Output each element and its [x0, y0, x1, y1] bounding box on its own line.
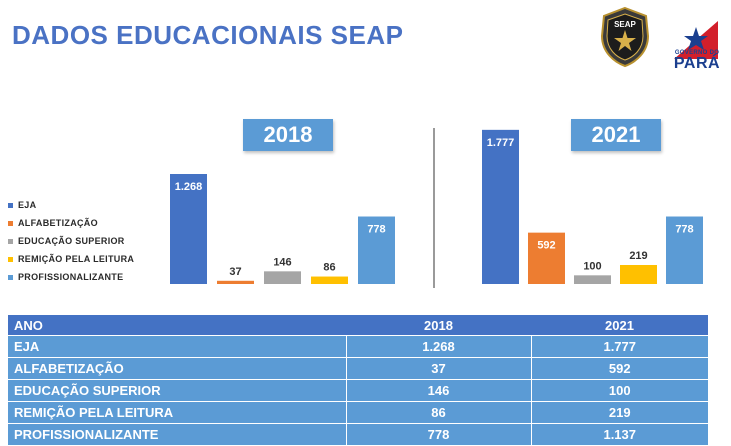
- para-logo-word: PARÁ: [673, 55, 721, 72]
- bar-value-label: 100: [583, 260, 601, 272]
- table-cell: 100: [530, 379, 708, 402]
- table-cell: 778: [345, 423, 531, 445]
- bar-2021-4: [666, 216, 703, 284]
- legend-swatch: [8, 220, 13, 226]
- bar-2021-0: [482, 129, 519, 284]
- bar-2021-1: [528, 232, 565, 284]
- legend-swatch: [8, 202, 13, 208]
- legend-swatch: [8, 238, 13, 244]
- bar-2021-3: [620, 265, 657, 284]
- bar-value-label: 1.777: [487, 137, 515, 149]
- seap-badge-logo: SEAP: [600, 6, 650, 68]
- legend-item: EJA: [8, 196, 168, 214]
- table-header-2021: 2021: [531, 315, 708, 336]
- table-cell: 1.268: [345, 335, 531, 358]
- chart-divider: [433, 128, 435, 288]
- table-row: PROFISSIONALIZANTE 778 1.137: [8, 423, 708, 445]
- legend-label: ALFABETIZAÇÃO: [18, 218, 98, 228]
- table-cell: EDUCAÇÃO SUPERIOR: [8, 379, 346, 402]
- table-row: REMIÇÃO PELA LEITURA 86 219: [8, 401, 708, 424]
- table-cell: ALFABETIZAÇÃO: [8, 357, 346, 380]
- bar-value-label: 778: [675, 224, 693, 236]
- legend-swatch: [8, 274, 13, 280]
- table-cell: REMIÇÃO PELA LEITURA: [8, 401, 346, 424]
- legend-label: EJA: [18, 200, 37, 210]
- bar-value-label: 219: [629, 250, 647, 262]
- bar-2018-4: [358, 216, 395, 284]
- table-cell: 146: [345, 379, 531, 402]
- table-header-row: ANO 2018 2021: [8, 315, 708, 336]
- bar-value-label: 37: [229, 266, 241, 278]
- bar-2018-1: [217, 280, 254, 284]
- legend-item: REMIÇÃO PELA LEITURA: [8, 250, 168, 268]
- legend-item: PROFISSIONALIZANTE: [8, 268, 168, 286]
- legend-item: ALFABETIZAÇÃO: [8, 214, 168, 232]
- para-logo-tag: GOVERNO DO: [674, 50, 720, 56]
- bar-value-label: 146: [273, 256, 291, 268]
- table-cell: 219: [530, 401, 708, 424]
- bar-value-label: 592: [537, 240, 555, 252]
- year-2018-box: 2018: [243, 119, 333, 151]
- table-cell: 86: [345, 401, 531, 424]
- bar-value-label: 86: [323, 262, 335, 274]
- bar-2018-0: [170, 174, 207, 284]
- table-header-2018: 2018: [346, 315, 531, 336]
- bar-value-label: 1.268: [175, 181, 203, 193]
- bar-charts: 1.268 37 146 86 778 1.777 592 100 219 778: [170, 129, 703, 284]
- seap-logo-text: SEAP: [614, 20, 636, 29]
- legend-swatch: [8, 256, 13, 262]
- legend-label: EDUCAÇÃO SUPERIOR: [18, 236, 125, 246]
- page-title: DADOS EDUCACIONAIS SEAP: [12, 20, 404, 50]
- table-cell: EJA: [8, 335, 346, 358]
- governo-do-para-logo: [674, 21, 718, 59]
- table-cell: 37: [345, 357, 531, 380]
- data-table: ANO 2018 2021 EJA 1.268 1.777 ALFABETIZA…: [8, 315, 708, 445]
- table-row: EDUCAÇÃO SUPERIOR 146 100: [8, 379, 708, 402]
- table-row: EJA 1.268 1.777: [8, 335, 708, 358]
- chart-legend: EJA ALFABETIZAÇÃO EDUCAÇÃO SUPERIOR REMIÇÃO…: [8, 196, 168, 286]
- table-cell: 1.137: [530, 423, 708, 445]
- table-cell: 592: [530, 357, 708, 380]
- year-2021-box: 2021: [571, 119, 661, 151]
- legend-label: REMIÇÃO PELA LEITURA: [18, 254, 135, 264]
- table-header-ano: ANO: [8, 315, 346, 336]
- bar-value-label: 778: [367, 224, 385, 236]
- table-cell: 1.777: [530, 335, 708, 358]
- legend-label: PROFISSIONALIZANTE: [18, 272, 124, 282]
- legend-item: EDUCAÇÃO SUPERIOR: [8, 232, 168, 250]
- table-row: ALFABETIZAÇÃO 37 592: [8, 357, 708, 380]
- bar-2018-2: [264, 271, 301, 284]
- bar-2018-3: [311, 276, 348, 284]
- bar-2021-2: [574, 275, 611, 284]
- table-cell: PROFISSIONALIZANTE: [8, 423, 346, 445]
